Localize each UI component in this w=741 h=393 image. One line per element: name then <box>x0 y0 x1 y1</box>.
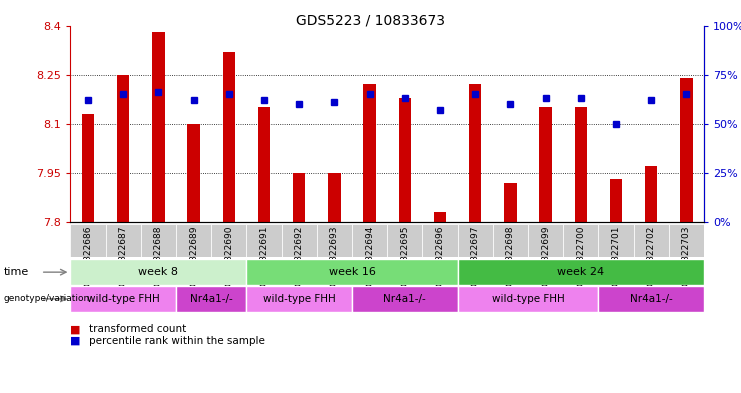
Bar <box>422 224 457 257</box>
Text: week 24: week 24 <box>557 267 605 277</box>
Bar <box>282 224 316 257</box>
Bar <box>528 224 563 257</box>
Bar <box>152 32 165 222</box>
Bar <box>493 224 528 257</box>
Bar <box>399 97 411 222</box>
Text: GSM1322697: GSM1322697 <box>471 226 479 286</box>
Bar <box>176 286 246 312</box>
Text: percentile rank within the sample: percentile rank within the sample <box>89 336 265 346</box>
Bar <box>70 224 105 257</box>
Text: GSM1322703: GSM1322703 <box>682 226 691 286</box>
Bar <box>176 224 211 257</box>
Bar <box>82 114 94 222</box>
Text: GSM1322690: GSM1322690 <box>225 226 233 286</box>
Bar <box>141 224 176 257</box>
Text: GSM1322702: GSM1322702 <box>647 226 656 286</box>
Text: GSM1322693: GSM1322693 <box>330 226 339 286</box>
Bar <box>457 224 493 257</box>
Bar <box>187 124 200 222</box>
Bar <box>645 166 657 222</box>
Text: GSM1322694: GSM1322694 <box>365 226 374 286</box>
Text: week 8: week 8 <box>139 267 179 277</box>
Text: GDS5223 / 10833673: GDS5223 / 10833673 <box>296 14 445 28</box>
Text: wild-type FHH: wild-type FHH <box>87 294 159 304</box>
Bar <box>105 224 141 257</box>
Text: GSM1322686: GSM1322686 <box>84 226 93 286</box>
Bar <box>328 173 341 222</box>
Text: week 16: week 16 <box>328 267 376 277</box>
Text: GSM1322696: GSM1322696 <box>436 226 445 286</box>
Text: GSM1322688: GSM1322688 <box>154 226 163 286</box>
Bar <box>504 183 516 222</box>
Bar <box>469 84 482 222</box>
Text: GSM1322695: GSM1322695 <box>400 226 409 286</box>
Bar <box>246 224 282 257</box>
Bar <box>211 224 246 257</box>
Bar <box>70 259 246 285</box>
Text: GSM1322691: GSM1322691 <box>259 226 268 286</box>
Text: GSM1322700: GSM1322700 <box>576 226 585 286</box>
Text: GSM1322689: GSM1322689 <box>189 226 198 286</box>
Text: time: time <box>4 267 29 277</box>
Bar <box>363 84 376 222</box>
Text: ■: ■ <box>70 336 81 346</box>
Text: genotype/variation: genotype/variation <box>4 294 90 303</box>
Bar <box>222 52 235 222</box>
Bar <box>316 224 352 257</box>
Bar <box>668 224 704 257</box>
Bar <box>563 224 598 257</box>
Text: wild-type FHH: wild-type FHH <box>263 294 336 304</box>
Bar <box>293 173 305 222</box>
Bar <box>598 224 634 257</box>
Text: GSM1322687: GSM1322687 <box>119 226 127 286</box>
Bar <box>387 224 422 257</box>
Text: Nr4a1-/-: Nr4a1-/- <box>383 294 426 304</box>
Text: Nr4a1-/-: Nr4a1-/- <box>190 294 233 304</box>
Bar <box>258 107 270 222</box>
Text: GSM1322701: GSM1322701 <box>611 226 620 286</box>
Bar <box>246 259 457 285</box>
Bar <box>457 286 598 312</box>
Bar <box>610 180 622 222</box>
Bar <box>246 286 352 312</box>
Text: GSM1322699: GSM1322699 <box>541 226 550 286</box>
Text: Nr4a1-/-: Nr4a1-/- <box>630 294 673 304</box>
Bar <box>117 75 130 222</box>
Text: GSM1322698: GSM1322698 <box>506 226 515 286</box>
Bar <box>433 212 446 222</box>
Bar <box>574 107 587 222</box>
Bar <box>680 78 693 222</box>
Text: transformed count: transformed count <box>89 324 186 334</box>
Bar <box>457 259 704 285</box>
Bar <box>634 224 668 257</box>
Bar <box>352 224 387 257</box>
Text: ■: ■ <box>70 324 81 334</box>
Bar <box>539 107 552 222</box>
Bar <box>352 286 457 312</box>
Bar <box>598 286 704 312</box>
Bar <box>70 286 176 312</box>
Text: GSM1322692: GSM1322692 <box>295 226 304 286</box>
Text: wild-type FHH: wild-type FHH <box>491 294 565 304</box>
